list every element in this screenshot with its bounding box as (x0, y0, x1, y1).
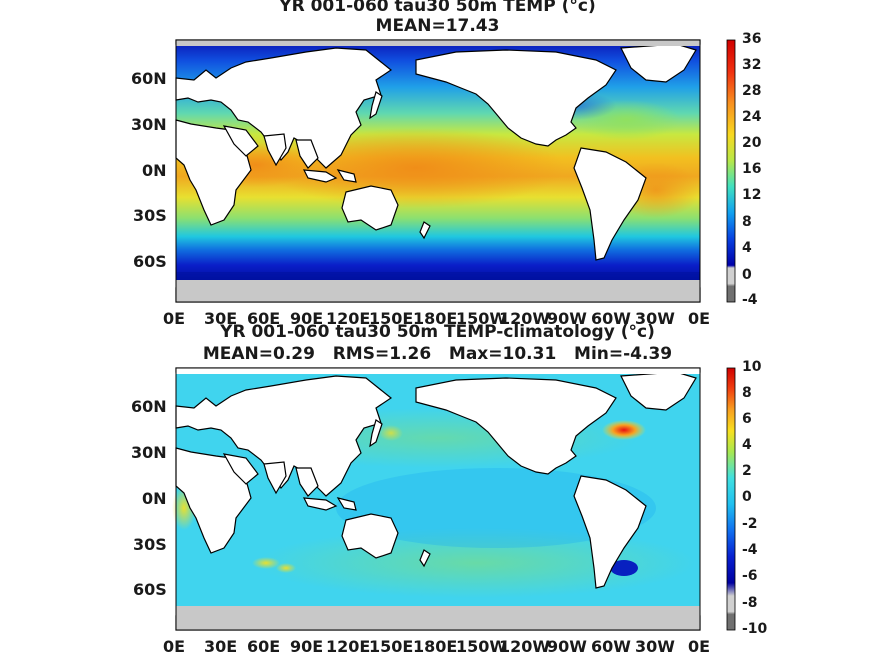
top-map-subtitle: MEAN=17.43 (375, 16, 500, 36)
bottom-cb-label: 2 (742, 463, 752, 479)
bottom-ytick-60s: 60S (133, 580, 167, 599)
bottom-cb-label: 8 (742, 385, 752, 401)
top-cb-label: 20 (742, 135, 762, 151)
top-xtick: 60E (247, 309, 281, 328)
top-ytick-0n: 0N (142, 161, 167, 180)
bottom-ytick-60n: 60N (131, 397, 167, 416)
bottom-ytick-0n: 0N (142, 489, 167, 508)
top-xtick: 90E (290, 309, 324, 328)
bottom-xtick: 30E (204, 637, 238, 656)
bottom-cb-label: -4 (742, 542, 758, 558)
top-cb-label: 0 (742, 267, 752, 283)
top-ytick-30n: 30N (131, 115, 167, 134)
bottom-cb-label: 6 (742, 411, 752, 427)
bottom-cb-label: 4 (742, 437, 752, 453)
top-cb-label: 36 (742, 31, 762, 47)
top-ytick-30s: 30S (133, 206, 167, 225)
bottom-cb-label: -10 (742, 621, 768, 637)
top-cb-label: 24 (742, 109, 762, 125)
bottom-xtick: 90W (547, 637, 587, 656)
top-xtick: 120E (326, 309, 371, 328)
bottom-xtick: 150W (456, 637, 508, 656)
bottom-map-subtitle: MEAN=0.29 RMS=1.26 Max=10.31 Min=-4.39 (202, 344, 673, 364)
top-xtick: 0E (163, 309, 186, 328)
top-xtick: 120W (499, 309, 551, 328)
top-xtick: 0E (688, 309, 711, 328)
bottom-cb-label: -8 (742, 595, 758, 611)
top-xtick: 30W (635, 309, 675, 328)
bottom-cb-label: -2 (742, 516, 758, 532)
bottom-xtick: 60W (591, 637, 631, 656)
bottom-xtick: 120W (499, 637, 551, 656)
bottom-colorbar (726, 367, 736, 631)
bottom-cb-label: 10 (742, 359, 762, 375)
top-xtick: 90W (547, 309, 587, 328)
bottom-xtick: 120E (326, 637, 371, 656)
top-xtick: 30E (204, 309, 238, 328)
bottom-ytick-30s: 30S (133, 535, 167, 554)
top-xtick: 150W (456, 309, 508, 328)
top-cb-label: 16 (742, 161, 762, 177)
bottom-xtick: 180E (413, 637, 458, 656)
top-ytick-60s: 60S (133, 252, 167, 271)
bottom-xtick: 60E (247, 637, 281, 656)
top-cb-label: 32 (742, 57, 762, 73)
bottom-xtick: 0E (688, 637, 711, 656)
bottom-cb-label: -6 (742, 568, 758, 584)
bottom-ytick-30n: 30N (131, 443, 167, 462)
top-map-title: YR 001-060 tau30 50m TEMP (°c) (279, 0, 596, 16)
top-colorbar (726, 39, 736, 303)
bottom-map-title: YR 001-060 tau30 50m TEMP-climatology (°… (220, 322, 655, 342)
bottom-xtick: 90E (290, 637, 324, 656)
top-cb-label: 8 (742, 214, 752, 230)
top-xtick: 150E (369, 309, 414, 328)
top-xtick: 60W (591, 309, 631, 328)
bottom-xtick: 0E (163, 637, 186, 656)
bottom-xtick: 30W (635, 637, 675, 656)
top-cb-label: 28 (742, 83, 762, 99)
top-xtick: 180E (413, 309, 458, 328)
bottom-xtick: 150E (369, 637, 414, 656)
bottom-cb-label: 0 (742, 489, 752, 505)
top-ytick-60n: 60N (131, 69, 167, 88)
top-cb-label: 4 (742, 240, 752, 256)
top-cb-label: -4 (742, 292, 758, 308)
top-cb-label: 12 (742, 187, 762, 203)
